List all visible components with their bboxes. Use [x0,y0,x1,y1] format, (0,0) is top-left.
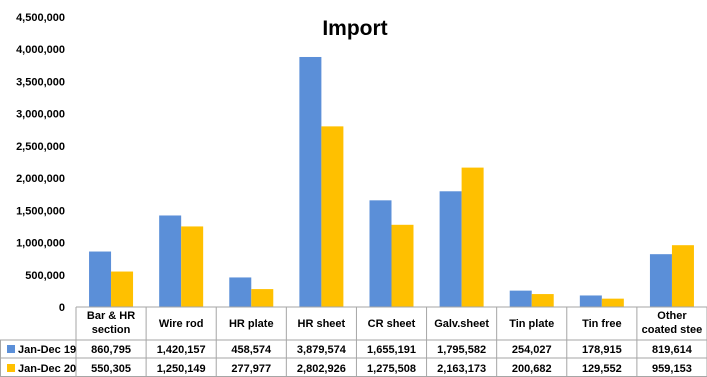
data-table-value: 178,915 [582,344,622,356]
bar-jan-dec-19-0 [89,251,112,307]
data-table-value: 2,802,926 [297,363,346,375]
x-category-label: section [92,324,131,336]
bar-jan-dec-19-2 [229,277,252,307]
y-tick-label: 1,000,000 [16,238,65,250]
x-category-label: HR plate [229,318,274,330]
x-category-label: Bar & HR [87,310,135,322]
bar-jan-dec-19-6 [509,290,532,307]
legend-label: Jan-Dec 19 [18,344,76,356]
bar-jan-dec-19-4 [369,200,392,307]
data-table-value: 1,420,157 [157,344,206,356]
bar-jan-dec-20-5 [461,167,484,307]
data-table-value: 254,027 [512,344,552,356]
data-table-value: 1,795,582 [437,344,486,356]
data-table-value: 200,682 [512,363,552,375]
bar-jan-dec-19-1 [159,215,182,307]
legend-label: Jan-Dec 20 [18,363,76,375]
bar-jan-dec-20-1 [181,226,204,307]
y-tick-label: 2,000,000 [16,173,65,185]
data-table-value: 458,574 [231,344,272,356]
y-tick-label: 1,500,000 [16,205,65,217]
data-table-value: 860,795 [91,344,131,356]
data-table-value: 1,275,508 [367,363,416,375]
bar-jan-dec-20-8 [671,245,694,307]
data-table-value: 3,879,574 [297,344,347,356]
y-tick-label: 3,500,000 [16,76,65,88]
data-table-value: 1,250,149 [157,363,206,375]
y-tick-label: 0 [59,302,65,314]
x-category-label: HR sheet [298,318,346,330]
data-table-value: 550,305 [91,363,131,375]
legend-swatch [7,364,15,372]
data-table-value: 1,655,191 [367,344,416,356]
bar-jan-dec-20-3 [321,126,344,307]
y-tick-label: 4,500,000 [16,12,65,24]
bar-jan-dec-19-5 [439,191,462,307]
y-tick-label: 3,000,000 [16,109,65,121]
data-table-value: 277,977 [231,363,271,375]
x-category-label: coated stee [642,324,703,336]
bar-jan-dec-20-4 [391,224,414,307]
x-category-label: Wire rod [159,318,204,330]
bar-jan-dec-19-7 [579,295,602,307]
y-axis: 0 500,000 1,000,000 1,500,000 2,000,000 2,500… [16,12,65,314]
y-tick-label: 4,000,000 [16,44,65,56]
bar-jan-dec-20-2 [251,289,274,307]
x-category-label: CR sheet [368,318,416,330]
data-table-value: 819,614 [652,344,693,356]
x-category-label: Tin free [582,318,622,330]
x-category-label: Tin plate [509,318,554,330]
bars [89,56,694,308]
bar-jan-dec-19-3 [299,56,322,308]
data-table-value: 959,153 [652,363,692,375]
bar-jan-dec-20-0 [111,271,134,307]
data-table-value: 2,163,173 [437,363,486,375]
y-tick-label: 500,000 [25,270,65,282]
x-category-label: Galv.sheet [434,318,489,330]
data-table-value: 129,552 [582,363,622,375]
y-tick-label: 2,500,000 [16,141,65,153]
x-category-label: Other [657,310,687,322]
legend-swatch [7,345,15,353]
bar-jan-dec-20-6 [531,294,554,307]
data-table: Bar & HR section Wire rod HR plate HR sheet C… [0,306,707,377]
chart-title: Import [322,17,387,40]
bar-jan-dec-20-7 [601,298,624,307]
bar-jan-dec-19-8 [649,254,672,307]
